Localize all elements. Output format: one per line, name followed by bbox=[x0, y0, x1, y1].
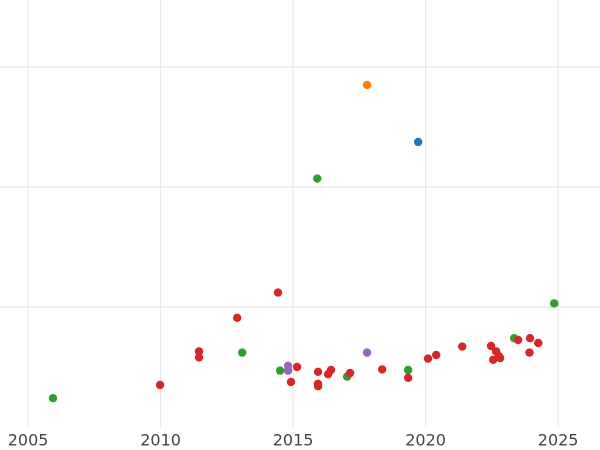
point bbox=[275, 366, 285, 375]
point bbox=[403, 365, 413, 375]
point bbox=[273, 288, 283, 297]
point bbox=[313, 381, 323, 391]
point bbox=[48, 393, 58, 403]
point bbox=[362, 80, 372, 90]
point bbox=[292, 362, 302, 372]
point bbox=[486, 341, 496, 351]
point bbox=[313, 367, 323, 376]
x-tick-label: 2020 bbox=[405, 431, 446, 450]
point bbox=[488, 355, 498, 364]
point bbox=[413, 137, 423, 147]
x-tick-label: 2005 bbox=[8, 431, 49, 450]
point bbox=[525, 333, 535, 343]
x-tick-label: 2025 bbox=[538, 431, 579, 450]
point bbox=[194, 347, 204, 356]
point bbox=[513, 335, 523, 345]
point bbox=[457, 342, 467, 351]
point bbox=[238, 348, 247, 357]
point bbox=[313, 174, 322, 183]
point bbox=[525, 348, 534, 357]
point bbox=[423, 354, 433, 363]
point bbox=[345, 368, 355, 378]
x-tick-label: 2010 bbox=[140, 431, 181, 450]
point bbox=[326, 365, 336, 375]
point bbox=[155, 380, 165, 390]
point bbox=[362, 348, 372, 357]
point bbox=[549, 299, 559, 308]
point bbox=[495, 353, 505, 363]
point bbox=[403, 373, 413, 382]
point bbox=[534, 338, 543, 348]
point bbox=[377, 365, 387, 374]
point bbox=[194, 353, 204, 362]
point bbox=[232, 313, 242, 322]
point bbox=[432, 350, 441, 360]
x-tick-label: 2015 bbox=[273, 431, 314, 450]
point bbox=[286, 377, 296, 387]
point bbox=[283, 366, 293, 375]
